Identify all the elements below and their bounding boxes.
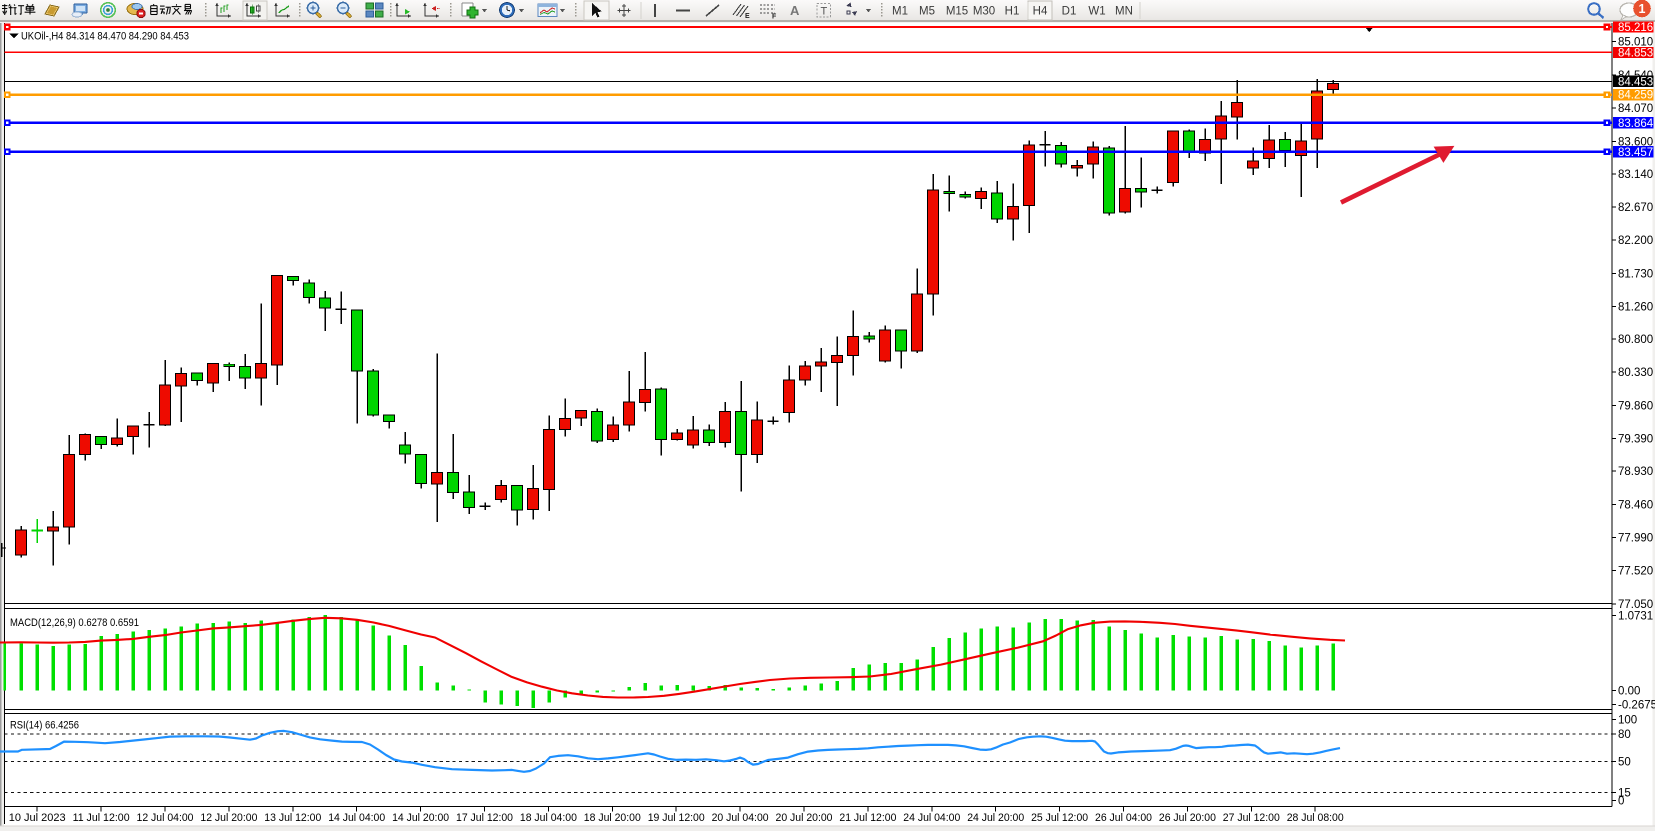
svg-text:79.390: 79.390 [1618, 434, 1653, 446]
svg-text:84.453: 84.453 [1618, 76, 1653, 88]
svg-text:24 Jul 20:00: 24 Jul 20:00 [967, 812, 1024, 824]
svg-text:10 Jul 2023: 10 Jul 2023 [9, 812, 66, 824]
svg-text:81.260: 81.260 [1618, 302, 1653, 314]
svg-text:15: 15 [1618, 788, 1631, 800]
svg-text:F: F [772, 14, 777, 21]
svg-text:E: E [745, 13, 750, 20]
svg-text:MACD(12,26,9) 0.6278 0.6591: MACD(12,26,9) 0.6278 0.6591 [10, 617, 139, 629]
svg-text:78.460: 78.460 [1618, 499, 1653, 511]
svg-text:25 Jul 12:00: 25 Jul 12:00 [1031, 812, 1088, 824]
svg-text:21 Jul 12:00: 21 Jul 12:00 [839, 812, 896, 824]
svg-text:M15: M15 [946, 6, 968, 18]
svg-text:H4: H4 [1033, 6, 1048, 18]
svg-text:100: 100 [1618, 715, 1637, 727]
svg-text:84.070: 84.070 [1618, 103, 1653, 115]
svg-text:12 Jul 04:00: 12 Jul 04:00 [137, 812, 194, 824]
svg-text:84.259: 84.259 [1618, 90, 1653, 102]
svg-text:81.730: 81.730 [1618, 268, 1653, 280]
svg-text:RSI(14) 66.4256: RSI(14) 66.4256 [10, 720, 79, 732]
svg-text:26 Jul 20:00: 26 Jul 20:00 [1159, 812, 1216, 824]
svg-text:0.00: 0.00 [1618, 686, 1640, 698]
svg-text:50: 50 [1618, 756, 1631, 768]
svg-text:82.670: 82.670 [1618, 202, 1653, 214]
svg-text:28 Jul 08:00: 28 Jul 08:00 [1287, 812, 1344, 824]
svg-text:D1: D1 [1062, 6, 1077, 18]
svg-text:T: T [821, 6, 828, 18]
svg-text:18 Jul 20:00: 18 Jul 20:00 [584, 812, 641, 824]
svg-text:W1: W1 [1088, 6, 1105, 18]
svg-text:MN: MN [1115, 6, 1133, 18]
svg-text:-0.2675: -0.2675 [1618, 700, 1655, 712]
svg-text:UKOil-,H4 84.314 84.470 84.29: UKOil-,H4 84.314 84.470 84.290 84.453 [21, 31, 189, 43]
svg-text:12 Jul 20:00: 12 Jul 20:00 [200, 812, 257, 824]
svg-text:85.010: 85.010 [1618, 37, 1653, 49]
svg-text:80.330: 80.330 [1618, 367, 1653, 379]
svg-text:83.140: 83.140 [1618, 169, 1653, 181]
svg-text:1: 1 [1639, 2, 1646, 16]
svg-text:80: 80 [1618, 729, 1631, 741]
svg-text:14 Jul 04:00: 14 Jul 04:00 [328, 812, 385, 824]
svg-text:83.864: 83.864 [1618, 118, 1654, 130]
svg-text:17 Jul 12:00: 17 Jul 12:00 [456, 812, 513, 824]
svg-text:20 Jul 20:00: 20 Jul 20:00 [776, 812, 833, 824]
svg-text:78.930: 78.930 [1618, 466, 1653, 478]
svg-text:83.457: 83.457 [1618, 147, 1653, 159]
svg-text:M5: M5 [919, 6, 935, 18]
svg-text:18 Jul 04:00: 18 Jul 04:00 [520, 812, 577, 824]
svg-text:M1: M1 [892, 6, 908, 18]
svg-text:82.200: 82.200 [1618, 235, 1653, 247]
svg-text:27 Jul 12:00: 27 Jul 12:00 [1223, 812, 1280, 824]
svg-text:84.853: 84.853 [1618, 47, 1653, 59]
svg-text:H1: H1 [1005, 6, 1020, 18]
svg-text:79.860: 79.860 [1618, 400, 1653, 412]
svg-text:A: A [790, 3, 800, 18]
svg-text:20 Jul 04:00: 20 Jul 04:00 [712, 812, 769, 824]
svg-text:0: 0 [1618, 796, 1624, 808]
svg-text:14 Jul 20:00: 14 Jul 20:00 [392, 812, 449, 824]
svg-text:24 Jul 04:00: 24 Jul 04:00 [903, 812, 960, 824]
svg-text:26 Jul 04:00: 26 Jul 04:00 [1095, 812, 1152, 824]
svg-text:1.0731: 1.0731 [1618, 611, 1653, 623]
svg-text:19 Jul 12:00: 19 Jul 12:00 [648, 812, 705, 824]
svg-text:80.800: 80.800 [1618, 334, 1653, 346]
svg-text:77.520: 77.520 [1618, 566, 1653, 578]
svg-text:85.216: 85.216 [1618, 22, 1653, 34]
svg-text:M30: M30 [973, 6, 995, 18]
svg-text:11 Jul 12:00: 11 Jul 12:00 [73, 812, 130, 824]
svg-text:13 Jul 12:00: 13 Jul 12:00 [264, 812, 321, 824]
svg-text:77.990: 77.990 [1618, 533, 1653, 545]
svg-text:77.050: 77.050 [1618, 599, 1653, 611]
svg-text:83.600: 83.600 [1618, 136, 1653, 148]
